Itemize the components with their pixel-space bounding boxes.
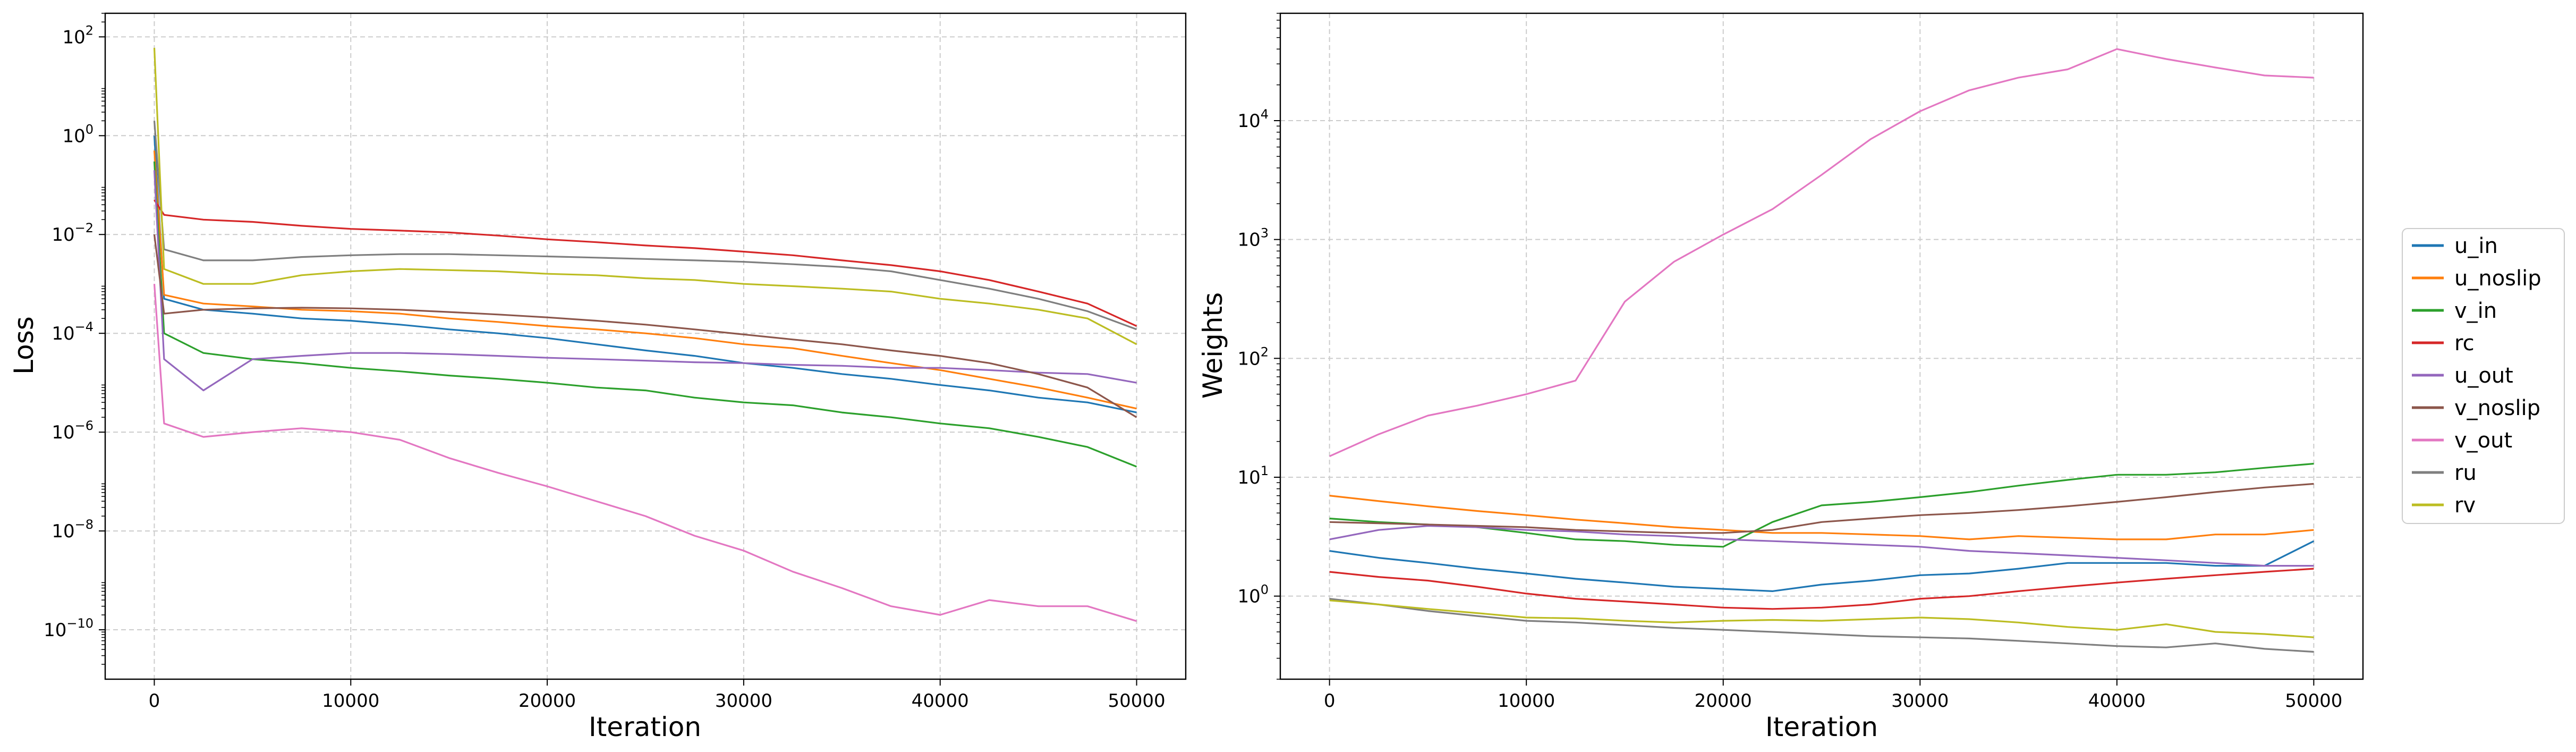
legend-label-v-out: v_out [2454, 428, 2512, 453]
y-tick-label: 102 [62, 23, 93, 48]
y-tick-label: 103 [1237, 226, 1269, 251]
x-tick-label: 50000 [1108, 690, 1165, 712]
weights-plot-frame [1279, 12, 2364, 680]
y-tick-label: 102 [1237, 344, 1269, 369]
loss-series-lines [153, 47, 1137, 622]
weights-gridlines [1280, 13, 2363, 679]
legend-label-u-in: u_in [2454, 234, 2498, 258]
x-tick-label: 10000 [1498, 690, 1555, 712]
x-tick-label: 30000 [715, 690, 772, 712]
loss-line-rv [153, 47, 1137, 345]
loss-plot-frame [104, 12, 1187, 680]
weights-x-axis-label: Iteration [1765, 712, 1878, 742]
legend-label-u-out: u_out [2454, 364, 2513, 388]
loss-line-v-noslip [153, 234, 1137, 418]
weights-y-axis-label: Weights [1197, 292, 1228, 399]
y-tick-label: 10−10 [44, 616, 93, 641]
x-tick-label: 20000 [518, 690, 576, 712]
x-tick-label: 50000 [2285, 690, 2342, 712]
loss-line-u-in [153, 136, 1137, 413]
loss-line-v-in [153, 161, 1137, 468]
legend-label-v-in: v_in [2454, 299, 2497, 323]
loss-y-axis-label: Loss [8, 316, 39, 375]
loss-y-ticks: 102 100 10−2 10−4 10−6 10−8 10−10 [44, 13, 105, 665]
loss-x-axis-label: Iteration [589, 712, 701, 742]
weights-line-u-noslip [1329, 495, 2314, 540]
x-tick-label: 40000 [912, 690, 969, 712]
weights-line-u-out [1329, 525, 2314, 567]
y-tick-label: 101 [1237, 463, 1269, 488]
weights-line-rv [1329, 599, 2314, 638]
legend-box [2402, 228, 2565, 524]
weights-chart: 0 10000 20000 30000 40000 50000 1001011021031… [1197, 12, 2364, 742]
weights-line-rc [1329, 568, 2314, 610]
loss-chart: 0 10000 20000 30000 40000 50000 102 100 10−2 10−… [8, 12, 1187, 742]
weights-line-ru [1329, 598, 2314, 653]
weights-y-ticks: 100 101 102 103 104 [1237, 13, 1280, 680]
y-tick-label: 100 [62, 122, 93, 147]
loss-line-ru [153, 121, 1137, 331]
loss-line-rc [154, 199, 1137, 327]
legend-label-rc: rc [2454, 331, 2475, 356]
y-tick-label: 10−8 [52, 517, 93, 542]
y-tick-label: 104 [1237, 107, 1269, 132]
y-tick-label: 100 [1237, 582, 1269, 607]
weights-line-v-noslip [1329, 483, 2314, 534]
weights-line-v-in [1329, 462, 2314, 548]
y-tick-label: 10−6 [52, 418, 93, 443]
x-tick-label: 0 [1324, 690, 1336, 712]
legend-label-ru: ru [2454, 461, 2477, 485]
weights-x-ticks: 0 10000 20000 30000 40000 50000 [1324, 679, 2342, 712]
y-tick-label: 10−4 [52, 319, 93, 344]
x-tick-label: 30000 [1891, 690, 1949, 712]
y-tick-label: 10−2 [52, 221, 93, 246]
loss-x-ticks: 0 10000 20000 30000 40000 50000 [149, 679, 1166, 712]
weights-series-lines [1329, 48, 2315, 653]
loss-line-v-out [153, 284, 1137, 622]
loss-gridlines [105, 13, 1186, 679]
x-tick-label: 40000 [2088, 690, 2146, 712]
legend-label-u-noslip: u_noslip [2454, 266, 2541, 291]
weights-line-v-out [1329, 48, 2314, 458]
weights-line-u-in [1329, 540, 2315, 593]
legend-label-rv: rv [2454, 493, 2476, 518]
legend-label-v-noslip: v_noslip [2454, 396, 2540, 420]
x-tick-label: 0 [149, 690, 160, 712]
x-tick-label: 20000 [1695, 690, 1752, 712]
loss-line-u-out [153, 170, 1137, 392]
x-tick-label: 10000 [322, 690, 379, 712]
